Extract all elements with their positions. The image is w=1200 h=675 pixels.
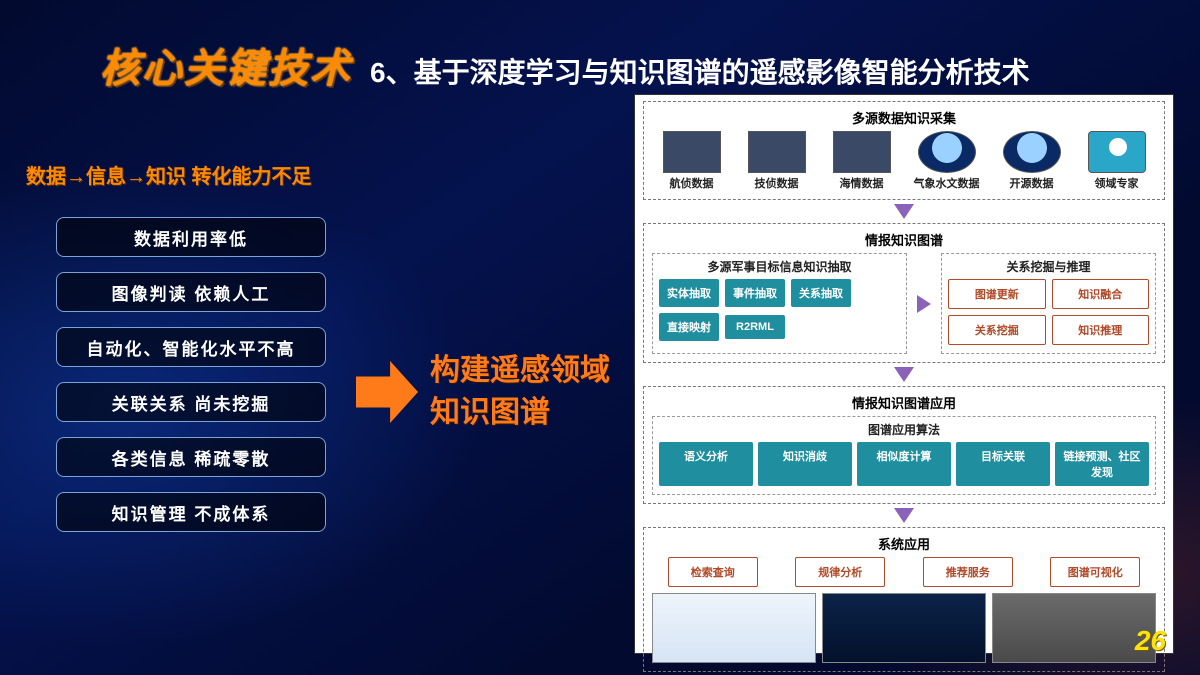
source-item: 航侦数据 — [656, 131, 728, 191]
source-label: 海情数据 — [826, 175, 898, 191]
slide-title-main: 核心关键技术 — [100, 36, 352, 94]
screenshot-placeholder — [822, 593, 986, 663]
subbox-title: 多源军事目标信息知识抽取 — [659, 258, 900, 275]
problems-heading: 数据→信息→知识 转化能力不足 — [22, 160, 342, 189]
subbox-title: 图谱应用算法 — [659, 421, 1149, 438]
algo-tile: 实体抽取 — [659, 279, 719, 307]
section-title: 多源数据知识采集 — [652, 108, 1156, 127]
problem-pill: 知识管理 不成体系 — [56, 492, 326, 532]
problem-pill: 关联关系 尚未挖掘 — [56, 382, 326, 422]
algo-tile: 关系抽取 — [791, 279, 851, 307]
algo-tile: 语义分析 — [659, 442, 753, 486]
down-arrow-icon — [894, 204, 914, 219]
algo-tile: 知识融合 — [1052, 279, 1149, 309]
diagram-section-graph: 情报知识图谱 多源军事目标信息知识抽取 实体抽取 事件抽取 关系抽取 直接映射 … — [643, 223, 1165, 363]
source-label: 航侦数据 — [656, 175, 728, 191]
algorithms-subbox: 图谱应用算法 语义分析 知识消歧 相似度计算 目标关联 链接预测、社区发现 — [652, 416, 1156, 495]
diagram-section-sources: 多源数据知识采集 航侦数据 技侦数据 海情数据 气象水文数据 开源数据 领域专家 — [643, 101, 1165, 200]
diagram-section-system: 系统应用 检索查询 规律分析 推荐服务 图谱可视化 — [643, 527, 1165, 672]
algo-tile: 相似度计算 — [857, 442, 951, 486]
problem-pill: 自动化、智能化水平不高 — [56, 327, 326, 367]
down-arrow-icon — [894, 508, 914, 523]
algo-tile: 图谱更新 — [948, 279, 1045, 309]
cloud-icon — [918, 131, 976, 173]
algo-tile: 直接映射 — [659, 313, 719, 341]
algo-tile: 目标关联 — [956, 442, 1050, 486]
page-number: 26 — [1135, 625, 1166, 657]
source-label: 技侦数据 — [741, 175, 813, 191]
cloud-icon — [1003, 131, 1061, 173]
section-title: 系统应用 — [652, 534, 1156, 553]
algo-tile: 链接预测、社区发现 — [1055, 442, 1149, 486]
subbox-title: 关系挖掘与推理 — [948, 258, 1149, 275]
source-item: 气象水文数据 — [911, 131, 983, 191]
problem-pill: 各类信息 稀疏零散 — [56, 437, 326, 477]
source-item: 海情数据 — [826, 131, 898, 191]
source-item: 领域专家 — [1081, 131, 1153, 191]
problem-pill: 数据利用率低 — [56, 217, 326, 257]
section-title: 情报知识图谱应用 — [652, 393, 1156, 412]
knowledge-graph-diagram: 多源数据知识采集 航侦数据 技侦数据 海情数据 气象水文数据 开源数据 领域专家… — [634, 94, 1174, 654]
screenshot-placeholder — [652, 593, 816, 663]
thumb-icon — [833, 131, 891, 173]
system-tile: 推荐服务 — [923, 557, 1013, 587]
thumb-icon — [748, 131, 806, 173]
goal-line1: 构建遥感领域 — [430, 350, 610, 392]
extraction-subbox: 多源军事目标信息知识抽取 实体抽取 事件抽取 关系抽取 直接映射 R2RML — [652, 253, 907, 354]
algo-tile: 关系挖掘 — [948, 315, 1045, 345]
source-label: 气象水文数据 — [911, 175, 983, 191]
problems-column: 数据→信息→知识 转化能力不足 数据利用率低 图像判读 依赖人工 自动化、智能化… — [22, 160, 342, 547]
person-icon — [1088, 131, 1146, 173]
algo-tile: 事件抽取 — [725, 279, 785, 307]
goal-arrow-group: 构建遥感领域 知识图谱 — [356, 350, 610, 434]
arrow-right-icon — [356, 361, 418, 423]
section-title: 情报知识图谱 — [652, 230, 1156, 249]
diagram-section-application: 情报知识图谱应用 图谱应用算法 语义分析 知识消歧 相似度计算 目标关联 链接预… — [643, 386, 1165, 504]
system-tile: 图谱可视化 — [1050, 557, 1140, 587]
algo-tile: R2RML — [725, 315, 785, 339]
source-label: 领域专家 — [1081, 175, 1153, 191]
down-arrow-icon — [894, 367, 914, 382]
slide-title-sub: 6、基于深度学习与知识图谱的遥感影像智能分析技术 — [370, 51, 1030, 91]
algo-tile: 知识消歧 — [758, 442, 852, 486]
screenshot-placeholder — [992, 593, 1156, 663]
thumb-icon — [663, 131, 721, 173]
goal-line2: 知识图谱 — [430, 392, 610, 434]
source-label: 开源数据 — [996, 175, 1068, 191]
algo-tile: 知识推理 — [1052, 315, 1149, 345]
right-arrow-icon — [917, 295, 931, 313]
reasoning-subbox: 关系挖掘与推理 图谱更新 知识融合 关系挖掘 知识推理 — [941, 253, 1156, 354]
goal-text: 构建遥感领域 知识图谱 — [430, 350, 610, 434]
problem-pill: 图像判读 依赖人工 — [56, 272, 326, 312]
system-tile: 规律分析 — [795, 557, 885, 587]
source-item: 技侦数据 — [741, 131, 813, 191]
source-item: 开源数据 — [996, 131, 1068, 191]
system-tile: 检索查询 — [668, 557, 758, 587]
